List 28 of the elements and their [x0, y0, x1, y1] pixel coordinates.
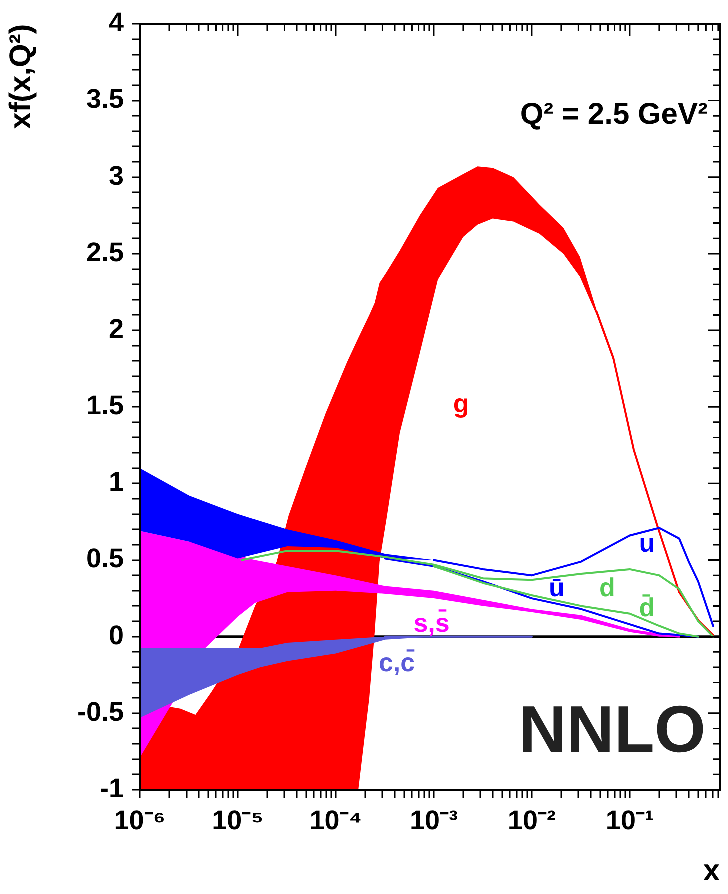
series-label: c,c̄ [378, 648, 416, 678]
y-tick-label: 3.5 [86, 84, 124, 114]
y-tick-label: 1 [108, 467, 124, 498]
y-tick-label: 4 [108, 8, 124, 38]
text: g [453, 388, 470, 419]
y-tick-label: 2 [108, 314, 124, 344]
y-tick-label: -1 [100, 773, 124, 804]
annotation: NNLO [519, 692, 706, 766]
x-tick-label: 10⁻⁶ [114, 806, 166, 836]
series-label: u [639, 528, 656, 558]
x-tick-label: 10⁻¹ [606, 806, 654, 836]
series-label: d̄ [639, 592, 656, 622]
y-tick-label: 0.5 [86, 544, 124, 574]
annotation: Q² = 2.5 GeV² [520, 98, 708, 132]
x-tick-label: 10⁻³ [410, 806, 458, 836]
x-tick-label: 10⁻⁵ [212, 806, 264, 836]
y-tick-label: 3 [108, 160, 124, 191]
x-tick-label: 10⁻⁴ [310, 806, 362, 836]
series-label: d [600, 572, 616, 603]
x-axis-title: x [703, 854, 720, 888]
y-tick-label: 1.5 [86, 390, 124, 421]
text: s,s̄ [414, 608, 450, 638]
series-label: ū [549, 572, 565, 603]
y-axis-title: xf(x,Q²) [4, 24, 38, 130]
y-tick-label: 0 [108, 620, 124, 650]
x-tick-label: 10⁻² [508, 806, 556, 836]
y-tick-label: -0.5 [77, 696, 124, 727]
y-tick-label: 2.5 [86, 237, 124, 268]
